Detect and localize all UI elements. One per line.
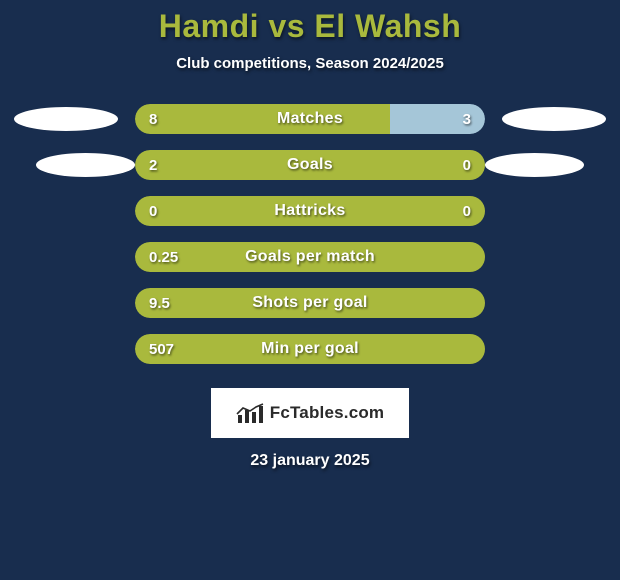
player-logo-slot-right [485, 107, 620, 131]
snapshot-date: 23 january 2025 [250, 452, 369, 470]
player-logo-placeholder [502, 107, 606, 131]
stat-bar: Goals per match0.25 [135, 242, 485, 272]
stat-bar-left-segment [135, 242, 485, 272]
stat-bar: Goals20 [135, 150, 485, 180]
stat-row: Goals20 [0, 142, 620, 188]
player-logo-placeholder [14, 107, 118, 131]
stat-bar: Hattricks00 [135, 196, 485, 226]
comparison-subtitle: Club competitions, Season 2024/2025 [176, 55, 444, 72]
stat-bar: Min per goal507 [135, 334, 485, 364]
branding-badge: FcTables.com [211, 388, 409, 438]
player-logo-placeholder [36, 153, 135, 177]
stat-value-left: 0.25 [149, 242, 178, 272]
stat-bar-left-segment [135, 104, 390, 134]
content-root: Hamdi vs El Wahsh Club competitions, Sea… [0, 0, 620, 470]
stat-value-right: 3 [463, 104, 471, 134]
stat-bar-left-segment [135, 288, 485, 318]
player-logo-slot-left [0, 153, 135, 177]
stat-bar: Matches83 [135, 104, 485, 134]
player-logo-slot-right [485, 153, 620, 177]
stat-bar: Shots per goal9.5 [135, 288, 485, 318]
stat-value-left: 0 [149, 196, 157, 226]
stat-row: Matches83 [0, 96, 620, 142]
stat-value-right: 0 [463, 196, 471, 226]
stat-value-right: 0 [463, 150, 471, 180]
stat-row: Goals per match0.25 [0, 234, 620, 280]
player-logo-slot-left [0, 107, 135, 131]
stat-row: Min per goal507 [0, 326, 620, 372]
stat-row: Hattricks00 [0, 188, 620, 234]
stat-value-left: 2 [149, 150, 157, 180]
stat-bar-left-segment [135, 334, 485, 364]
stats-arena: Matches83Goals20Hattricks00Goals per mat… [0, 96, 620, 372]
stat-value-left: 9.5 [149, 288, 170, 318]
stat-bar-left-segment [135, 150, 485, 180]
stat-value-left: 507 [149, 334, 174, 364]
stat-bar-left-segment [135, 196, 485, 226]
stat-value-left: 8 [149, 104, 157, 134]
branding-text: FcTables.com [270, 403, 385, 423]
branding-chart-icon [236, 403, 264, 423]
comparison-title: Hamdi vs El Wahsh [159, 8, 462, 45]
stat-row: Shots per goal9.5 [0, 280, 620, 326]
player-logo-placeholder [485, 153, 584, 177]
